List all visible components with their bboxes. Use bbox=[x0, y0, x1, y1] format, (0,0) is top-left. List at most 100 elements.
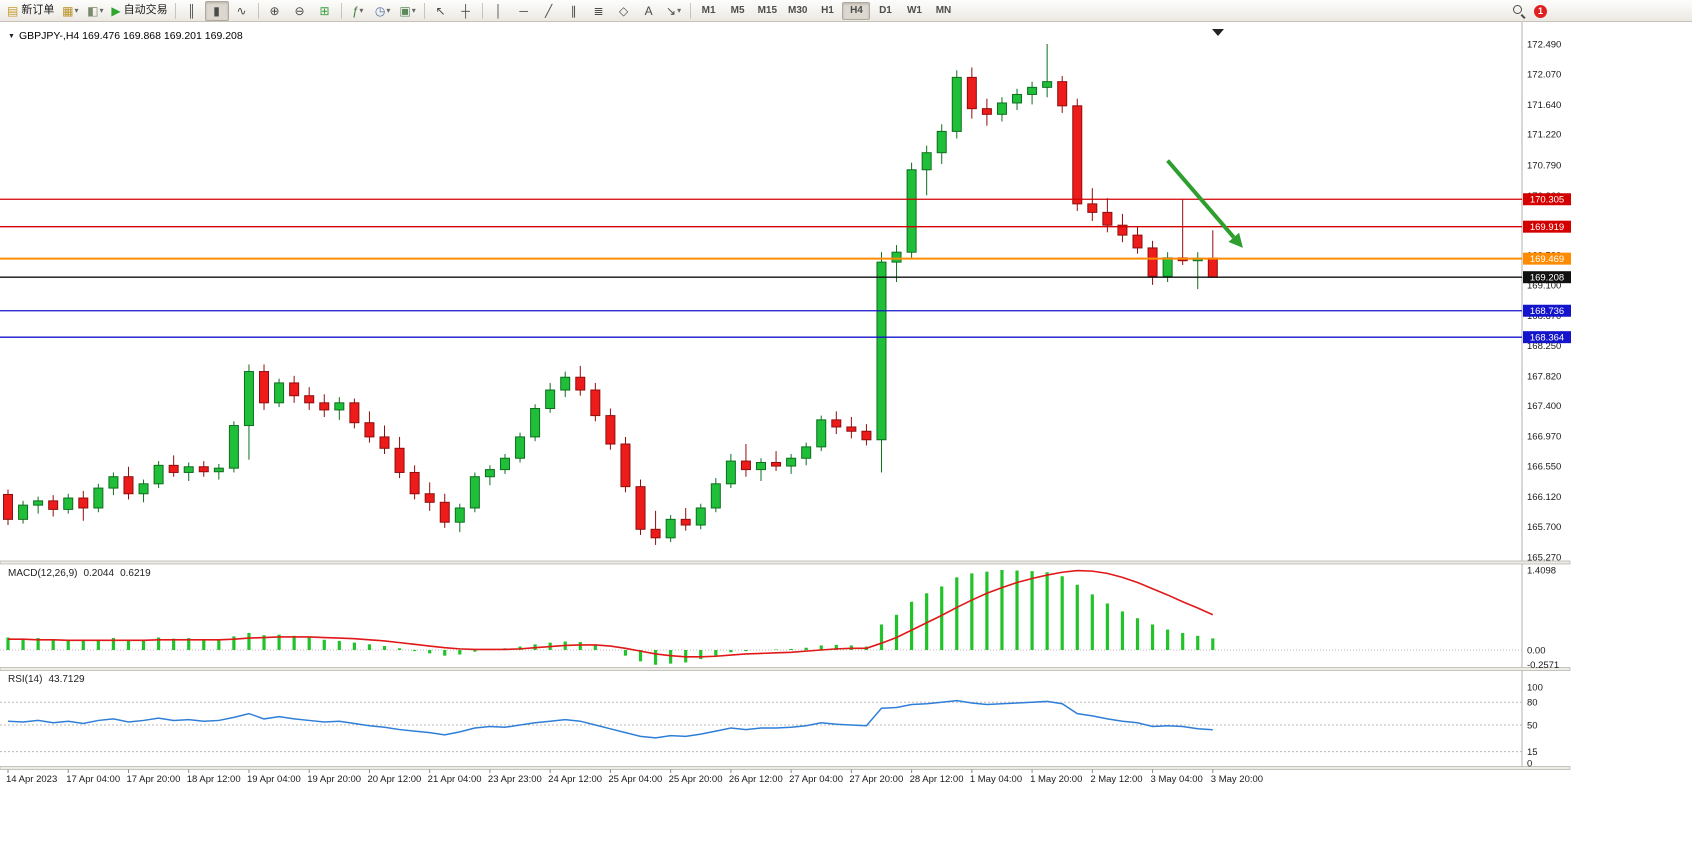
profiles-button[interactable]: ◧ ▾ bbox=[83, 1, 107, 21]
svg-text:19 Apr 04:00: 19 Apr 04:00 bbox=[247, 774, 301, 785]
channel-button[interactable]: ∥ bbox=[562, 1, 586, 21]
macd-panel-separator[interactable] bbox=[0, 560, 1571, 565]
tile-windows-icon: ⊞ bbox=[319, 3, 330, 18]
svg-text:1 May 20:00: 1 May 20:00 bbox=[1030, 774, 1082, 785]
chart-menu-icon[interactable]: ▼ bbox=[8, 33, 15, 40]
chart-shift-marker[interactable] bbox=[1212, 29, 1224, 36]
chevron-down-icon: ▾ bbox=[386, 5, 391, 15]
svg-text:167.820: 167.820 bbox=[1527, 371, 1561, 382]
shapes-button[interactable]: ◇ bbox=[612, 1, 636, 21]
svg-text:169.469: 169.469 bbox=[1530, 254, 1564, 265]
svg-text:25 Apr 04:00: 25 Apr 04:00 bbox=[608, 774, 662, 785]
trendline-icon: ╱ bbox=[544, 3, 553, 18]
periods-button[interactable]: ◷ ▾ bbox=[371, 1, 395, 21]
timeframe-h1-button[interactable]: H1 bbox=[821, 4, 834, 16]
svg-text:3 May 20:00: 3 May 20:00 bbox=[1211, 774, 1263, 785]
svg-text:165.270: 165.270 bbox=[1527, 552, 1561, 563]
svg-text:166.970: 166.970 bbox=[1527, 432, 1561, 443]
autotrading-button[interactable]: ▶ 自动交易 bbox=[108, 1, 170, 21]
rsi-value: 43.7129 bbox=[48, 674, 85, 685]
chevron-down-icon: ▾ bbox=[677, 5, 682, 15]
line-chart-icon: ∿ bbox=[236, 3, 247, 18]
timeframe-h4-button[interactable]: H4 bbox=[842, 1, 871, 20]
crosshair-icon: ┼ bbox=[461, 3, 470, 18]
rsi-panel-separator[interactable] bbox=[0, 667, 1571, 671]
crosshair-button[interactable]: ┼ bbox=[454, 1, 478, 21]
timeframe-mn-button[interactable]: MN bbox=[935, 4, 952, 16]
arrows-tool-icon: ↘ bbox=[666, 3, 677, 18]
macd-axis-labels: 1.4098 0.00 -0.2571 bbox=[1527, 565, 1559, 671]
timeframe-m15-button[interactable]: M15 bbox=[757, 4, 778, 16]
symbol-info: ▼ GBPJPY-,H4 169.476 169.868 169.201 169.… bbox=[8, 30, 243, 42]
svg-text:17 Apr 20:00: 17 Apr 20:00 bbox=[126, 774, 180, 785]
svg-text:168.736: 168.736 bbox=[1530, 306, 1564, 317]
svg-text:-0.2571: -0.2571 bbox=[1527, 660, 1559, 671]
chevron-down-icon: ▾ bbox=[99, 5, 104, 15]
indicators-button[interactable]: ƒ ▾ bbox=[346, 1, 370, 21]
svg-text:18 Apr 12:00: 18 Apr 12:00 bbox=[187, 774, 241, 785]
zoom-out-button[interactable]: ⊖ bbox=[288, 1, 312, 21]
chevron-down-icon: ▾ bbox=[359, 5, 364, 15]
svg-text:24 Apr 12:00: 24 Apr 12:00 bbox=[548, 774, 602, 785]
svg-text:168.364: 168.364 bbox=[1530, 333, 1564, 344]
svg-text:166.550: 166.550 bbox=[1527, 462, 1561, 473]
fibonacci-button[interactable]: ≣ bbox=[587, 1, 611, 21]
svg-text:171.640: 171.640 bbox=[1527, 100, 1561, 111]
rsi-title: RSI(14) bbox=[8, 674, 43, 685]
cursor-icon: ↖ bbox=[435, 3, 446, 18]
timeframe-m5-button[interactable]: M5 bbox=[730, 4, 745, 16]
arrows-tool-button[interactable]: ↘ ▾ bbox=[662, 1, 686, 21]
zoom-out-icon: ⊖ bbox=[294, 3, 305, 18]
timeframe-m1-button[interactable]: M1 bbox=[701, 4, 716, 16]
zoom-in-button[interactable]: ⊕ bbox=[263, 1, 287, 21]
line-chart-button[interactable]: ∿ bbox=[230, 1, 254, 21]
time-axis-separator[interactable] bbox=[0, 766, 1571, 770]
macd-signal-line bbox=[8, 569, 1214, 658]
vertical-line-button[interactable]: │ bbox=[487, 1, 511, 21]
price-level-badge: 169.919 bbox=[1523, 220, 1571, 233]
indicators-icon: ƒ bbox=[351, 3, 359, 18]
svg-text:26 Apr 12:00: 26 Apr 12:00 bbox=[729, 774, 783, 785]
new-order-button[interactable]: ▤ 新订单 bbox=[4, 1, 57, 21]
tile-windows-button[interactable]: ⊞ bbox=[313, 1, 337, 21]
timeframe-w1-button[interactable]: W1 bbox=[906, 4, 922, 16]
autotrading-icon: ▶ bbox=[111, 3, 121, 18]
clock-icon: ◷ bbox=[374, 3, 386, 18]
svg-text:170.790: 170.790 bbox=[1527, 160, 1561, 171]
bar-chart-icon: ║ bbox=[187, 3, 196, 18]
candlestick-chart-button[interactable]: ▮ bbox=[204, 0, 229, 21]
horizontal-line-button[interactable]: ─ bbox=[512, 1, 536, 21]
svg-text:23 Apr 23:00: 23 Apr 23:00 bbox=[488, 774, 542, 785]
notification-badge[interactable]: 1 bbox=[1534, 4, 1547, 18]
chevron-down-icon: ▾ bbox=[74, 5, 79, 15]
price-level-badge: 168.736 bbox=[1523, 304, 1571, 317]
autotrading-label: 自动交易 bbox=[123, 4, 168, 16]
svg-text:100: 100 bbox=[1527, 683, 1543, 694]
svg-text:172.070: 172.070 bbox=[1527, 69, 1561, 80]
svg-text:1 May 04:00: 1 May 04:00 bbox=[970, 774, 1022, 785]
svg-text:3 May 04:00: 3 May 04:00 bbox=[1151, 774, 1203, 785]
zoom-in-icon: ⊕ bbox=[269, 3, 280, 18]
bar-chart-button[interactable]: ║ bbox=[180, 1, 204, 21]
cursor-button[interactable]: ↖ bbox=[429, 1, 453, 21]
svg-text:20 Apr 12:00: 20 Apr 12:00 bbox=[367, 774, 421, 785]
templates-button[interactable]: ▣ ▾ bbox=[396, 1, 420, 21]
search-icon[interactable] bbox=[1512, 4, 1526, 18]
text-tool-button[interactable]: A bbox=[637, 1, 661, 21]
toolbar-right-group: 1 bbox=[1512, 4, 1547, 18]
trendline-button[interactable]: ╱ bbox=[537, 1, 561, 21]
macd-signal-value: 0.6219 bbox=[120, 568, 151, 579]
trend-arrow-annotation[interactable] bbox=[1166, 159, 1243, 248]
toolbar: ▤ 新订单 ▦ ▾ ◧ ▾ ▶ 自动交易 ║ ▮ ∿ ⊕ ⊖ ⊞ ƒ ▾ ◷ ▾… bbox=[0, 0, 1692, 22]
svg-text:172.490: 172.490 bbox=[1527, 40, 1561, 51]
svg-text:1.4098: 1.4098 bbox=[1527, 565, 1556, 576]
new-chart-button[interactable]: ▦ ▾ bbox=[58, 1, 82, 21]
timeframe-m30-button[interactable]: M30 bbox=[788, 4, 808, 16]
timeframe-d1-button[interactable]: D1 bbox=[879, 4, 892, 16]
macd-main-value: 0.2044 bbox=[83, 568, 115, 579]
svg-text:167.400: 167.400 bbox=[1527, 401, 1561, 412]
svg-text:19 Apr 20:00: 19 Apr 20:00 bbox=[307, 774, 361, 785]
svg-text:0: 0 bbox=[1527, 759, 1532, 770]
svg-text:15: 15 bbox=[1527, 747, 1538, 758]
